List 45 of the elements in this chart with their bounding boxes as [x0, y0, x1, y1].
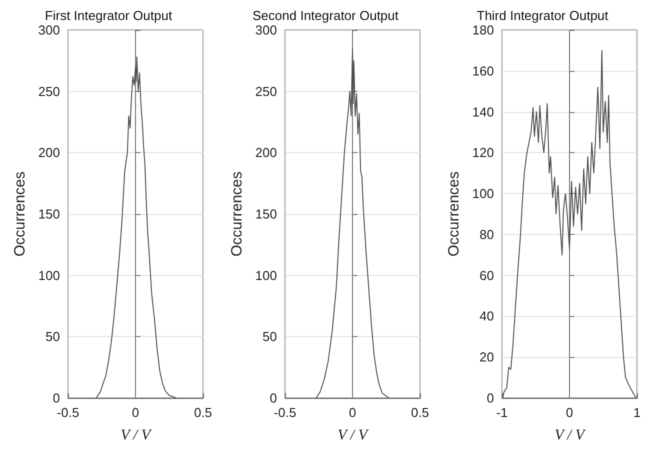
- y-tick-label: 300: [255, 22, 277, 38]
- line-series: [502, 50, 637, 398]
- y-axis-title: Occurrences: [445, 171, 462, 257]
- x-tick-label: 0: [132, 405, 140, 420]
- x-axis-title: V / V: [120, 428, 152, 444]
- x-axis-title: V / V: [554, 428, 586, 444]
- chart-title: First Integrator Output: [44, 8, 172, 23]
- x-tick-label: -1: [496, 405, 508, 420]
- y-tick-label: 50: [262, 329, 277, 344]
- y-tick-label: 160: [472, 63, 494, 78]
- y-tick-label: 100: [472, 186, 494, 202]
- y-tick-label: 150: [255, 206, 277, 222]
- y-tick-label: 0: [486, 390, 494, 406]
- y-tick-label: 120: [472, 145, 494, 160]
- y-tick-label: 250: [38, 84, 60, 99]
- x-axis-title: V / V: [338, 428, 370, 444]
- y-tick-label: 140: [472, 104, 494, 120]
- chart-title: Third Integrator Output: [476, 8, 609, 23]
- x-tick-label: 0: [348, 405, 356, 420]
- y-tick-label: 300: [38, 22, 60, 38]
- line-series: [316, 48, 390, 398]
- y-tick-label: 100: [38, 268, 60, 283]
- x-tick-label: 0.5: [194, 405, 212, 420]
- y-tick-label: 50: [46, 329, 60, 344]
- y-tick-label: 20: [480, 350, 494, 365]
- y-tick-label: 150: [38, 206, 60, 222]
- y-tick-label: 60: [480, 268, 494, 283]
- line-series: [96, 56, 176, 398]
- y-tick-label: 40: [480, 308, 494, 324]
- x-tick-label: 0: [566, 405, 574, 420]
- y-tick-label: 0: [270, 390, 277, 406]
- x-tick-label: 0.5: [410, 405, 430, 420]
- y-tick-label: 200: [38, 145, 60, 160]
- y-tick-label: 180: [472, 22, 494, 38]
- x-tick-label: -0.5: [274, 405, 296, 420]
- y-tick-label: 250: [255, 84, 277, 99]
- y-tick-label: 0: [52, 390, 60, 406]
- y-axis-title: Occurrences: [11, 171, 28, 257]
- y-tick-label: 80: [480, 226, 494, 242]
- y-tick-label: 200: [255, 145, 277, 160]
- y-tick-label: 100: [255, 268, 277, 283]
- y-axis-title: Occurrences: [228, 171, 246, 257]
- x-tick-label: 1: [633, 405, 641, 420]
- x-tick-label: -0.5: [56, 405, 80, 420]
- chart-title: Second Integrator Output: [252, 8, 399, 23]
